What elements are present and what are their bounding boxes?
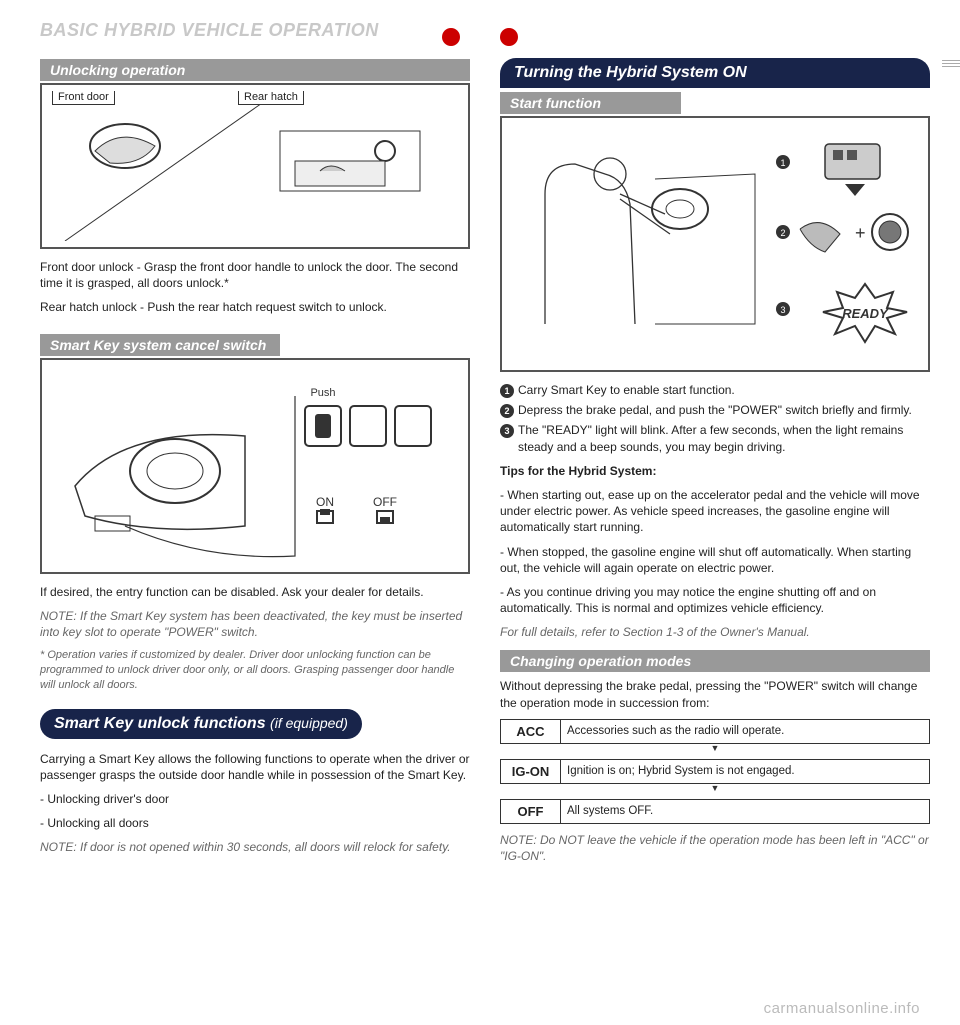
table-row: OFF All systems OFF.	[501, 799, 930, 823]
smartkey-header-text: Smart Key unlock functions	[54, 715, 266, 732]
modes-footnote: NOTE: Do NOT leave the vehicle if the op…	[500, 832, 930, 864]
tip-2: - When stopped, the gasoline engine will…	[500, 544, 930, 576]
svg-text:3: 3	[780, 305, 785, 315]
mode-label-igon: IG-ON	[501, 759, 561, 783]
svg-text:ON: ON	[316, 495, 334, 509]
mode-table: OFF All systems OFF.	[500, 799, 930, 824]
unlock-caption-1: Front door unlock - Grasp the front door…	[40, 259, 470, 291]
cancel-note: NOTE: If the Smart Key system has been d…	[40, 608, 470, 640]
step-num-1: 1	[500, 384, 514, 398]
svg-text:+: +	[855, 223, 866, 243]
arrow-down-icon: ▼	[500, 785, 930, 791]
mode-label-acc: ACC	[501, 719, 561, 743]
smartkey-text: Carrying a Smart Key allows the followin…	[40, 751, 470, 783]
modes-intro: Without depressing the brake pedal, pres…	[500, 678, 930, 710]
cancel-asterisk: * Operation varies if customized by deal…	[40, 648, 470, 693]
unlock-illustration	[48, 91, 462, 241]
tip-3: - As you continue driving you may notice…	[500, 584, 930, 616]
step-1-text: Carry Smart Key to enable start function…	[518, 382, 735, 398]
rear-hatch-label: Rear hatch	[238, 91, 304, 105]
watermark: carmanualsonline.info	[764, 1000, 920, 1017]
mode-table: IG-ON Ignition is on; Hybrid System is n…	[500, 759, 930, 784]
step-2: 2 Depress the brake pedal, and push the "…	[500, 402, 930, 418]
side-tab[interactable]	[942, 66, 960, 67]
svg-text:2: 2	[780, 228, 785, 238]
modes-header: Changing operation modes	[500, 650, 930, 672]
svg-text:Push: Push	[310, 387, 335, 399]
smartkey-note: NOTE: If door is not opened within 30 se…	[40, 839, 470, 855]
cancel-text: If desired, the entry function can be di…	[40, 584, 470, 600]
arrow-down-icon: ▼	[500, 745, 930, 751]
step-num-2: 2	[500, 404, 514, 418]
svg-text:1: 1	[780, 158, 785, 168]
svg-text:OFF: OFF	[373, 495, 397, 509]
mode-table: ACC Accessories such as the radio will o…	[500, 719, 930, 744]
cancel-header: Smart Key system cancel switch	[40, 334, 280, 356]
side-tabs	[942, 60, 960, 69]
start-figure: + READY 1 2 3	[500, 116, 930, 372]
step-3: 3 The "READY" light will blink. After a f…	[500, 422, 930, 454]
mode-desc-off: All systems OFF.	[561, 799, 930, 823]
step-num-3: 3	[500, 424, 514, 438]
smartkey-header-sub: (if equipped)	[270, 715, 348, 731]
unlock-caption-2: Rear hatch unlock - Push the rear hatch …	[40, 299, 470, 315]
tip-1: - When starting out, ease up on the acce…	[500, 487, 930, 536]
mode-label-off: OFF	[501, 799, 561, 823]
tips-heading: Tips for the Hybrid System:	[500, 463, 930, 479]
smartkey-header: Smart Key unlock functions (if equipped)	[40, 709, 362, 739]
dot	[500, 28, 518, 46]
step-2-text: Depress the brake pedal, and push the "P…	[518, 402, 912, 418]
table-row: ACC Accessories such as the radio will o…	[501, 719, 930, 743]
step-3-text: The "READY" light will blink. After a fe…	[518, 422, 930, 454]
cancel-illustration: Push ON OFF	[48, 366, 462, 566]
side-tab[interactable]	[942, 60, 960, 61]
turning-on-header: Turning the Hybrid System ON	[500, 58, 930, 88]
start-illustration: + READY 1 2 3	[508, 124, 922, 354]
page-title: BASIC HYBRID VEHICLE OPERATION	[40, 20, 470, 41]
cancel-figure: Push ON OFF	[40, 358, 470, 574]
side-tab[interactable]	[942, 63, 960, 64]
owners-manual-ref: For full details, refer to Section 1-3 o…	[500, 624, 930, 640]
right-column: Turning the Hybrid System ON Start funct…	[500, 20, 930, 872]
smartkey-list-2: - Unlocking all doors	[40, 815, 470, 831]
unlocking-header: Unlocking operation	[40, 59, 470, 81]
svg-text:READY: READY	[842, 306, 889, 321]
table-row: IG-ON Ignition is on; Hybrid System is n…	[501, 759, 930, 783]
unlocking-figure: Front door Rear hatch	[40, 83, 470, 249]
left-column: BASIC HYBRID VEHICLE OPERATION Unlocking…	[40, 20, 470, 872]
mode-desc-acc: Accessories such as the radio will opera…	[561, 719, 930, 743]
page-content: BASIC HYBRID VEHICLE OPERATION Unlocking…	[0, 0, 960, 882]
step-1: 1 Carry Smart Key to enable start functio…	[500, 382, 930, 398]
smartkey-list-1: - Unlocking driver's door	[40, 791, 470, 807]
start-function-header: Start function	[500, 92, 681, 114]
mode-desc-igon: Ignition is on; Hybrid System is not eng…	[561, 759, 930, 783]
front-door-label: Front door	[52, 91, 115, 105]
